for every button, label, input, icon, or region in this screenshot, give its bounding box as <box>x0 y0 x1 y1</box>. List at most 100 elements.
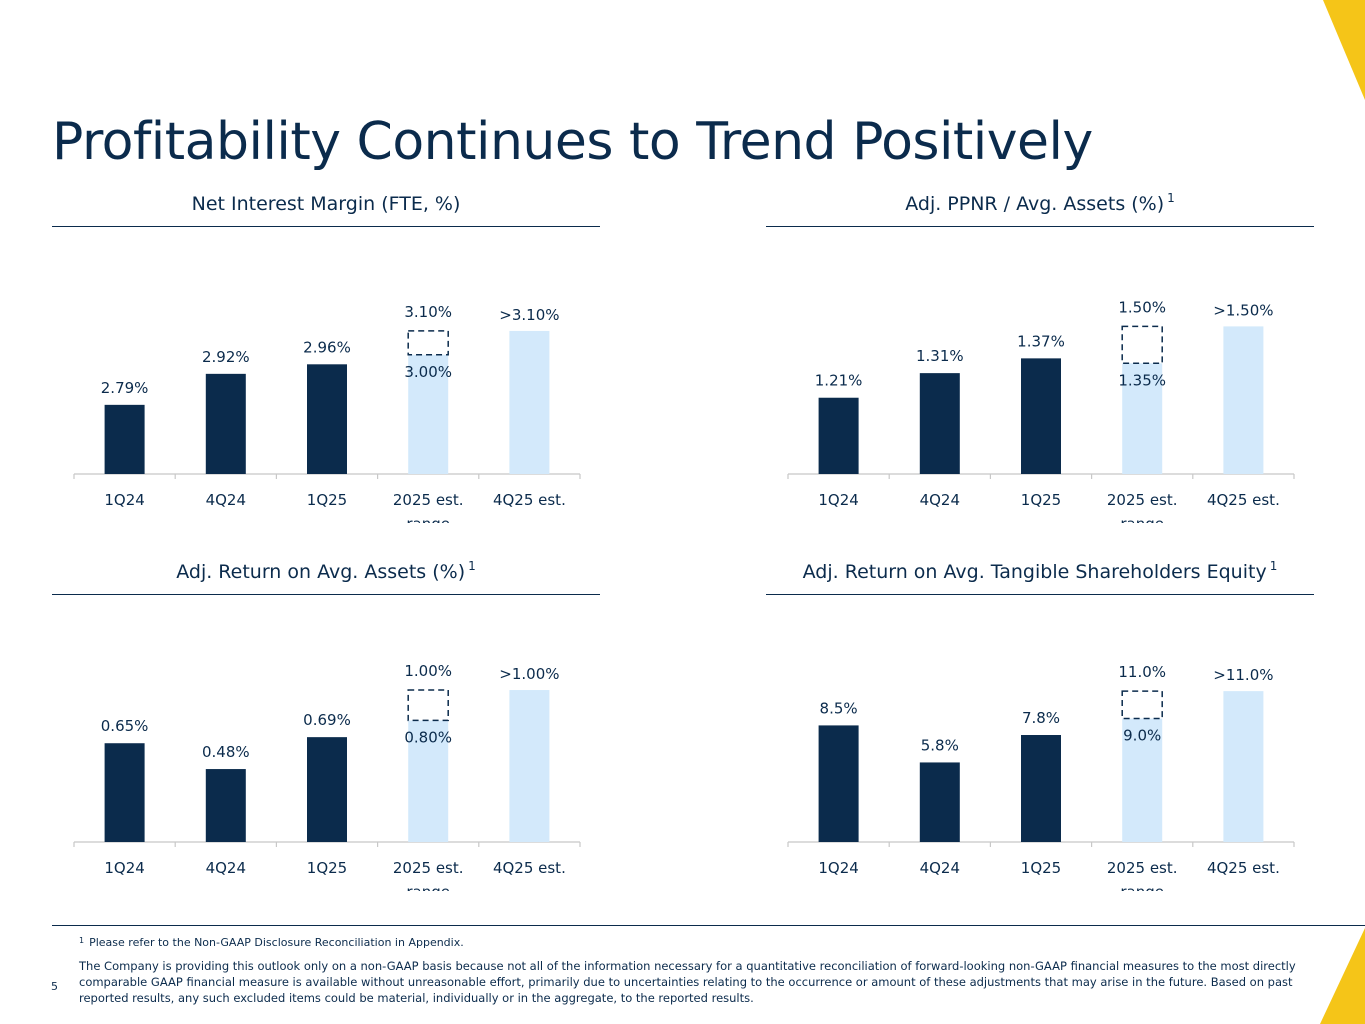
range-high-label: 11.0% <box>1118 663 1166 681</box>
data-label: 8.5% <box>820 699 858 717</box>
category-label: 4Q25 est. <box>1207 859 1280 877</box>
category-label: range <box>406 515 450 523</box>
chart-title: Adj. PPNR / Avg. Assets (%) 1 <box>766 191 1314 221</box>
range-low-label: 0.80% <box>404 728 452 746</box>
category-label: 1Q25 <box>307 859 347 877</box>
bar-estimate <box>1223 326 1264 474</box>
category-label: 4Q24 <box>920 491 960 509</box>
estimate-label: >11.0% <box>1213 666 1273 684</box>
chart-plot-return-avg-assets: 0.65% 0.48% 0.69% 1.00% 0.80% >1.00% 1Q24 4Q24 1… <box>73 662 581 891</box>
bar-actual <box>205 769 246 842</box>
chart-panel-return-avg-assets: Adj. Return on Avg. Assets (%) 1 0.65% 0.4… <box>52 559 600 891</box>
category-label: 4Q25 est. <box>493 859 566 877</box>
bar-actual <box>919 373 960 474</box>
footnote-superscript: 1 <box>1167 191 1175 205</box>
bar-range-estimate <box>1122 718 1163 842</box>
category-label: 2025 est. <box>393 491 464 509</box>
bar-actual <box>818 397 859 474</box>
footnote: 1 Please refer to the Non-GAAP Disclosure… <box>79 936 464 949</box>
chart-title: Adj. Return on Avg. Assets (%) 1 <box>52 559 600 589</box>
range-dashed-box <box>1121 325 1163 365</box>
category-label: range <box>406 883 450 891</box>
category-label: 4Q25 est. <box>1207 491 1280 509</box>
disclaimer-text: The Company is providing this outlook on… <box>79 959 1296 1005</box>
bar-actual <box>1021 358 1061 474</box>
data-label: 1.31% <box>916 347 964 365</box>
estimate-label: >3.10% <box>499 306 559 324</box>
data-label: 2.79% <box>101 379 149 397</box>
category-label: 1Q25 <box>1021 491 1061 509</box>
page-title: Profitability Continues to Trend Positiv… <box>52 112 1093 172</box>
bar-range-estimate <box>408 720 449 842</box>
footer-divider <box>52 925 1365 926</box>
data-label: 7.8% <box>1022 709 1060 727</box>
accent-triangle-top <box>1323 0 1365 100</box>
chart-panel-ppnr-avg-assets: Adj. PPNR / Avg. Assets (%) 1 1.21% 1.31% 1… <box>766 191 1314 523</box>
category-label: 1Q24 <box>104 859 144 877</box>
category-label: 1Q24 <box>818 859 858 877</box>
footnote-superscript: 1 <box>468 559 476 573</box>
data-label: 1.37% <box>1017 332 1065 350</box>
data-label: 0.48% <box>202 743 250 761</box>
chart-panel-return-tangible-equity: Adj. Return on Avg. Tangible Shareholder… <box>766 559 1314 891</box>
bar-actual <box>818 725 859 842</box>
chart-title-text: Adj. Return on Avg. Tangible Shareholder… <box>802 561 1267 583</box>
category-label: range <box>1120 883 1164 891</box>
bar-actual <box>104 743 145 842</box>
chart-title-text: Adj. PPNR / Avg. Assets (%) <box>905 193 1165 215</box>
chart-plot-net-interest-margin: 2.79% 2.92% 2.96% 3.10% 3.00% >3.10% 1Q24 4Q24 1… <box>73 303 581 523</box>
range-dashed-box <box>407 330 449 356</box>
chart-title-rule <box>766 226 1314 227</box>
chart-panel-net-interest-margin: Net Interest Margin (FTE, %) 2.79% 2.92% 2… <box>52 193 600 523</box>
range-high-label: 3.10% <box>404 303 452 321</box>
category-label: range <box>1120 515 1164 523</box>
bar-actual <box>205 373 246 474</box>
category-label: 1Q25 <box>307 491 347 509</box>
data-label: 0.69% <box>303 711 351 729</box>
range-high-label: 1.00% <box>404 662 452 680</box>
data-label: 2.96% <box>303 338 351 356</box>
page-number: 5 <box>51 980 58 993</box>
bar-actual <box>104 404 145 474</box>
chart-title-rule <box>766 594 1314 595</box>
category-label: 1Q25 <box>1021 859 1061 877</box>
bar-estimate <box>1223 691 1264 842</box>
data-label: 1.21% <box>815 372 863 390</box>
footnote-text: Please refer to the Non-GAAP Disclosure … <box>89 936 464 949</box>
bar-range-estimate <box>1122 363 1163 474</box>
range-dashed-box <box>1121 690 1163 720</box>
category-label: 2025 est. <box>1107 859 1178 877</box>
category-label: 2025 est. <box>393 859 464 877</box>
chart-title-rule <box>52 226 600 227</box>
chart-title: Net Interest Margin (FTE, %) <box>52 193 600 221</box>
data-label: 5.8% <box>921 736 959 754</box>
bar-estimate <box>509 690 550 842</box>
accent-triangle-bottom <box>1320 928 1365 1024</box>
category-label: 4Q25 est. <box>493 491 566 509</box>
category-label: 4Q24 <box>206 859 246 877</box>
estimate-label: >1.50% <box>1213 301 1273 319</box>
data-label: 0.65% <box>101 717 149 735</box>
bar-actual <box>919 762 960 842</box>
category-label: 4Q24 <box>206 491 246 509</box>
bar-actual <box>307 364 347 474</box>
range-high-label: 1.50% <box>1118 298 1166 316</box>
bar-actual <box>307 737 347 842</box>
bar-estimate <box>509 330 550 474</box>
estimate-label: >1.00% <box>499 665 559 683</box>
bar-range-estimate <box>408 354 449 474</box>
chart-title-rule <box>52 594 600 595</box>
category-label: 4Q24 <box>920 859 960 877</box>
bar-actual <box>1021 735 1061 842</box>
chart-title: Adj. Return on Avg. Tangible Shareholder… <box>766 559 1314 589</box>
chart-title-text: Adj. Return on Avg. Assets (%) <box>176 561 466 583</box>
range-dashed-box <box>407 689 449 722</box>
category-label: 2025 est. <box>1107 491 1178 509</box>
footnote-marker: 1 <box>79 936 85 945</box>
range-low-label: 9.0% <box>1123 727 1161 745</box>
range-low-label: 1.35% <box>1118 371 1166 389</box>
chart-title-text: Net Interest Margin (FTE, %) <box>191 193 461 215</box>
chart-plot-return-tangible-equity: 8.5% 5.8% 7.8% 11.0% 9.0% >11.0% 1Q24 4Q24 1Q25 2… <box>787 663 1295 891</box>
chart-plot-ppnr-avg-assets: 1.21% 1.31% 1.37% 1.50% 1.35% >1.50% 1Q24 4Q24 1… <box>787 298 1295 523</box>
data-label: 2.92% <box>202 348 250 366</box>
